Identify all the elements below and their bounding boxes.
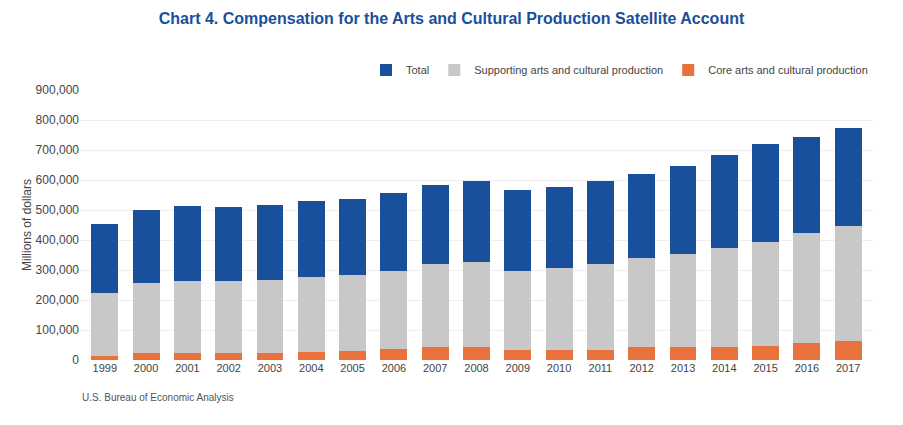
svg-text:2000: 2000	[134, 362, 158, 374]
svg-text:2002: 2002	[216, 362, 240, 374]
svg-text:2006: 2006	[382, 362, 406, 374]
svg-text:Chart 4. Compensation for the: Chart 4. Compensation for the Arts and C…	[159, 10, 745, 27]
svg-text:2013: 2013	[671, 362, 695, 374]
svg-text:2005: 2005	[340, 362, 364, 374]
svg-text:2016: 2016	[795, 362, 819, 374]
svg-text:300,000: 300,000	[36, 263, 80, 277]
svg-text:2014: 2014	[712, 362, 736, 374]
svg-text:400,000: 400,000	[36, 233, 80, 247]
svg-text:Total: Total	[406, 64, 429, 76]
svg-text:2012: 2012	[629, 362, 653, 374]
svg-text:0: 0	[72, 353, 79, 367]
svg-text:2015: 2015	[753, 362, 777, 374]
svg-text:500,000: 500,000	[36, 203, 80, 217]
svg-text:2007: 2007	[423, 362, 447, 374]
svg-text:2001: 2001	[175, 362, 199, 374]
svg-text:700,000: 700,000	[36, 143, 80, 157]
svg-text:900,000: 900,000	[36, 83, 80, 97]
svg-text:2011: 2011	[589, 362, 613, 374]
svg-text:2010: 2010	[547, 362, 571, 374]
svg-text:Millions of dollars: Millions of dollars	[20, 179, 34, 271]
svg-text:1999: 1999	[93, 362, 117, 374]
svg-text:2003: 2003	[258, 362, 282, 374]
svg-text:2009: 2009	[506, 362, 530, 374]
svg-text:Supporting arts and cultural p: Supporting arts and cultural production	[474, 64, 663, 76]
svg-text:800,000: 800,000	[36, 113, 80, 127]
svg-text:600,000: 600,000	[36, 173, 80, 187]
svg-text:100,000: 100,000	[36, 323, 80, 337]
svg-text:Core arts and cultural product: Core arts and cultural production	[708, 64, 868, 76]
svg-text:2017: 2017	[836, 362, 860, 374]
svg-text:2008: 2008	[464, 362, 488, 374]
svg-text:200,000: 200,000	[36, 293, 80, 307]
svg-text:U.S. Bureau of Economic Analys: U.S. Bureau of Economic Analysis	[82, 392, 234, 403]
svg-text:2004: 2004	[299, 362, 323, 374]
